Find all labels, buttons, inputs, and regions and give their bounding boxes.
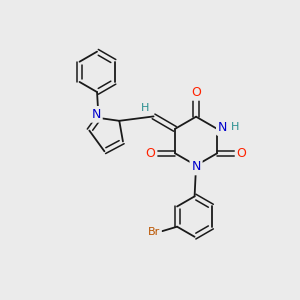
Text: O: O bbox=[237, 147, 247, 160]
Text: Br: Br bbox=[148, 227, 160, 237]
Text: O: O bbox=[146, 147, 155, 160]
Text: N: N bbox=[92, 108, 101, 121]
Text: N: N bbox=[218, 121, 227, 134]
Text: O: O bbox=[191, 86, 201, 99]
Text: N: N bbox=[191, 160, 201, 173]
Text: H: H bbox=[141, 103, 149, 113]
Text: H: H bbox=[231, 122, 239, 132]
